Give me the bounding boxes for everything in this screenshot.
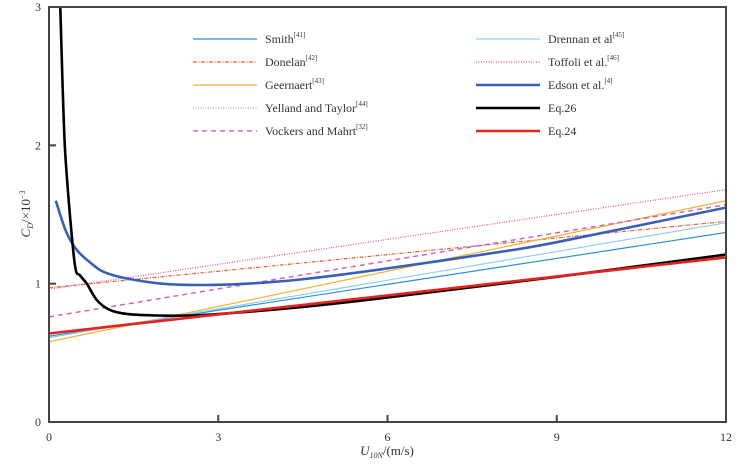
legend-entry: Drennan et al[45] bbox=[548, 31, 624, 46]
legend: Smith[41] Donelan[42] Geernaert[43] Yelland… bbox=[193, 31, 624, 138]
series-line-8 bbox=[58, 7, 726, 317]
series-line-1 bbox=[49, 220, 726, 289]
series-layer bbox=[49, 7, 726, 343]
legend-entry: Vockers and Mahrt[32] bbox=[265, 123, 368, 138]
x-axis-label: U10N/(m/s) bbox=[360, 443, 414, 460]
y-tick-label: 1 bbox=[35, 277, 41, 291]
series-line-7 bbox=[54, 200, 726, 287]
y-tick-label: 3 bbox=[35, 0, 41, 14]
y-axis-label: CD/×10−3 bbox=[18, 191, 35, 238]
y-tick-label: 0 bbox=[35, 415, 41, 429]
series-line-6 bbox=[49, 189, 726, 290]
series-line-5 bbox=[49, 222, 726, 339]
legend-entry: Geernaert[43] bbox=[265, 77, 324, 92]
legend-entry: Eq.26 bbox=[548, 101, 576, 115]
y-tick-label: 2 bbox=[35, 138, 41, 152]
legend-entry: Yelland and Taylor[44] bbox=[265, 100, 368, 115]
legend-entry: Eq.24 bbox=[548, 124, 576, 138]
x-tick-label: 6 bbox=[385, 430, 391, 444]
legend-entry: Donelan[42] bbox=[265, 54, 317, 69]
plot-frame bbox=[48, 6, 727, 423]
series-line-4 bbox=[49, 204, 726, 318]
series-line-9 bbox=[49, 256, 726, 335]
legend-entry: Toffoli et al.[46] bbox=[548, 54, 619, 69]
x-tick-label: 3 bbox=[215, 430, 221, 444]
legend-entry: Smith[41] bbox=[265, 31, 305, 46]
x-tick-label: 9 bbox=[554, 430, 560, 444]
x-tick-label: 12 bbox=[720, 430, 732, 444]
legend-entry: Edson et al.[4] bbox=[548, 77, 613, 92]
x-tick-label: 0 bbox=[46, 430, 52, 444]
